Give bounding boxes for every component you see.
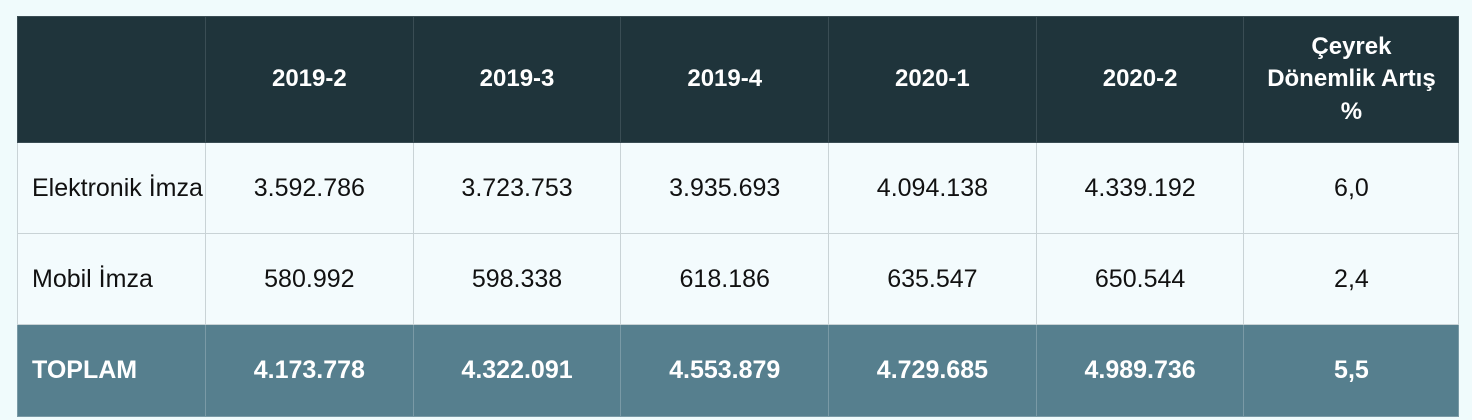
table-cell: 580.992 — [205, 233, 414, 325]
total-cell: 4.553.879 — [620, 324, 830, 417]
total-label: TOPLAM — [17, 324, 206, 417]
header-cell-corner — [17, 16, 206, 143]
table-cell-growth: 6,0 — [1243, 142, 1460, 234]
data-table-container: 2019-2 2019-3 2019-4 2020-1 2020-2 Çeyre… — [17, 16, 1460, 417]
total-cell: 4.729.685 — [828, 324, 1037, 417]
header-row: 2019-2 2019-3 2019-4 2020-1 2020-2 Çeyre… — [17, 16, 1460, 143]
table-cell: 635.547 — [828, 233, 1037, 325]
table-cell: 598.338 — [412, 233, 622, 325]
total-cell: 4.989.736 — [1035, 324, 1245, 417]
table-cell: 618.186 — [620, 233, 830, 325]
table-row-total: TOPLAM 4.173.778 4.322.091 4.553.879 4.7… — [17, 324, 1460, 417]
table-row-elektronik-imza: Elektronik İmza 3.592.786 3.723.753 3.93… — [17, 142, 1460, 234]
table-cell: 650.544 — [1035, 233, 1245, 325]
table-cell: 3.935.693 — [620, 142, 830, 234]
header-cell-quarterly-growth: Çeyrek Dönemlik Artış % — [1243, 16, 1460, 143]
table-row-mobil-imza: Mobil İmza 580.992 598.338 618.186 635.5… — [17, 233, 1460, 325]
table-cell-growth: 2,4 — [1243, 233, 1460, 325]
total-cell: 4.173.778 — [205, 324, 414, 417]
table-cell: 4.339.192 — [1035, 142, 1245, 234]
row-label: Elektronik İmza — [17, 142, 206, 234]
table-cell: 4.094.138 — [828, 142, 1037, 234]
row-label: Mobil İmza — [17, 233, 206, 325]
header-cell-2019-4: 2019-4 — [620, 16, 830, 143]
total-cell: 4.322.091 — [412, 324, 622, 417]
header-cell-2019-2: 2019-2 — [205, 16, 414, 143]
table-cell: 3.723.753 — [412, 142, 622, 234]
total-cell-growth: 5,5 — [1243, 324, 1460, 417]
table-cell: 3.592.786 — [205, 142, 414, 234]
header-cell-2019-3: 2019-3 — [412, 16, 622, 143]
header-cell-2020-1: 2020-1 — [828, 16, 1037, 143]
header-cell-2020-2: 2020-2 — [1035, 16, 1245, 143]
data-table: 2019-2 2019-3 2019-4 2020-1 2020-2 Çeyre… — [17, 16, 1460, 417]
